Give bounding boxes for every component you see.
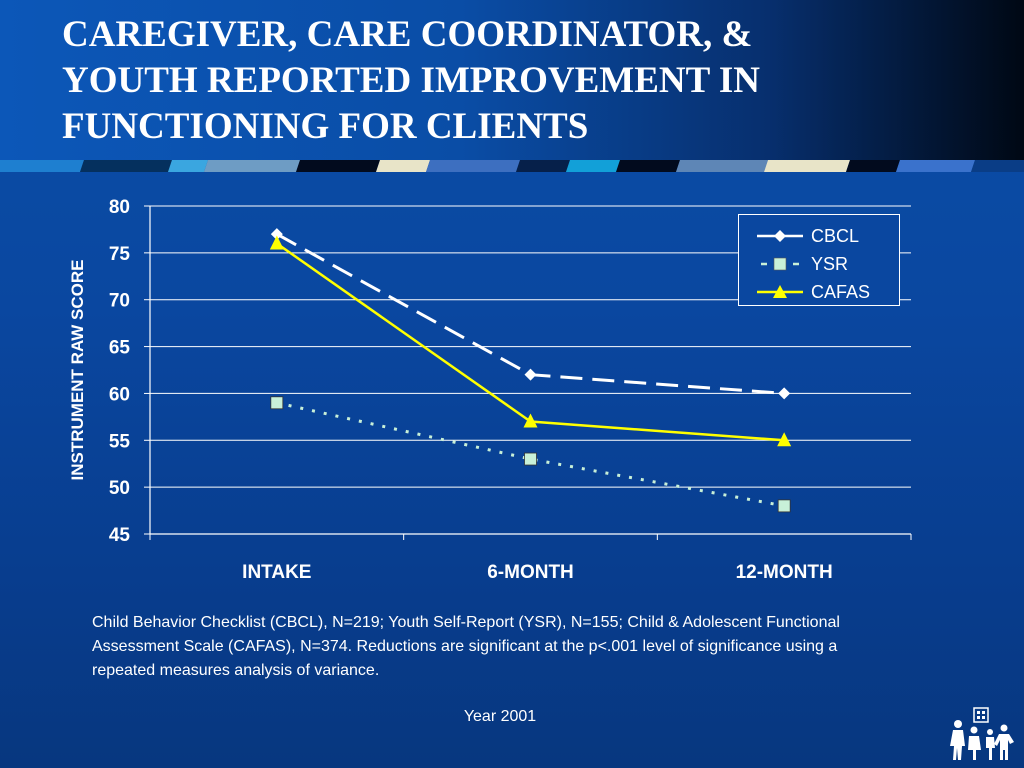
data-point-cafas bbox=[269, 235, 284, 250]
chart-legend: CBCL YSR CAFAS bbox=[738, 214, 900, 306]
data-point-ysr bbox=[270, 396, 284, 410]
header-band bbox=[0, 0, 1024, 160]
data-point-cafas bbox=[523, 413, 538, 428]
legend-swatch-cbcl bbox=[757, 230, 803, 242]
y-tick-label: 80 bbox=[109, 197, 130, 218]
y-tick-label: 65 bbox=[109, 338, 131, 359]
series-line-ysr bbox=[276, 401, 785, 508]
legend-item-cafas: CAFAS bbox=[739, 279, 899, 305]
x-tick-label: INTAKE bbox=[242, 562, 311, 583]
x-tick-label: 6-MONTH bbox=[487, 562, 574, 583]
data-point-cbcl bbox=[778, 387, 791, 400]
x-tick-label: 12-MONTH bbox=[736, 562, 833, 583]
legend-swatch-ysr bbox=[761, 257, 799, 271]
data-point-ysr bbox=[524, 452, 537, 466]
decorative-stripe bbox=[0, 160, 1024, 172]
legend-item-ysr: YSR bbox=[739, 251, 899, 277]
legend-label-cafas: CAFAS bbox=[811, 282, 871, 302]
data-point-cbcl bbox=[270, 228, 283, 241]
y-tick-label: 75 bbox=[109, 244, 131, 265]
year-label: Year 2001 bbox=[463, 708, 537, 725]
y-tick-label: 60 bbox=[109, 384, 130, 405]
series-line-cafas bbox=[276, 242, 785, 442]
y-tick-label: 45 bbox=[109, 525, 131, 546]
slide-title: CAREGIVER, CARE COORDINATOR, & YOUTH REP… bbox=[62, 14, 760, 147]
footnote: Child Behavior Checklist (CBCL), N=219; … bbox=[92, 614, 840, 679]
family-figures-logo-icon bbox=[950, 707, 1014, 760]
y-axis-title: INSTRUMENT RAW SCORE bbox=[68, 259, 87, 481]
data-point-cbcl bbox=[524, 368, 537, 381]
data-point-cafas bbox=[777, 432, 792, 447]
y-tick-label: 70 bbox=[109, 291, 130, 312]
legend-swatch-cafas bbox=[757, 285, 803, 298]
y-tick-label: 50 bbox=[109, 478, 130, 499]
legend-label-cbcl: CBCL bbox=[811, 226, 860, 246]
data-point-ysr bbox=[777, 499, 791, 513]
y-tick-label: 55 bbox=[109, 431, 131, 452]
legend-label-ysr: YSR bbox=[811, 254, 849, 274]
legend-item-cbcl: CBCL bbox=[739, 223, 899, 249]
